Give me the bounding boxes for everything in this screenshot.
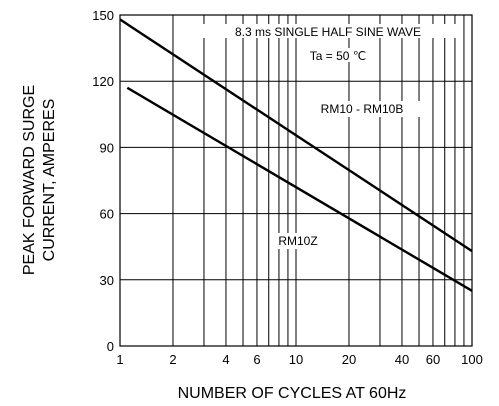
series-line — [126, 86, 473, 292]
annotation-backdrop-1 — [198, 24, 460, 38]
y-tick-label: 0 — [107, 339, 114, 354]
x-tick-labels: 1 2 4 6 10 20 40 60 100 — [116, 352, 482, 367]
x-tick-label: 100 — [461, 352, 483, 367]
series-label-backdrop-1 — [304, 101, 420, 117]
x-tick-label: 10 — [289, 352, 303, 367]
annotation-temperature: Ta = 50 ℃ — [310, 49, 367, 63]
y-axis-title-line-2: CURRENT, AMPERES — [41, 99, 58, 262]
y-tick-label: 60 — [100, 207, 114, 222]
series-label-rm10-rm10b: RM10 - RM10B — [321, 102, 404, 116]
y-tick-label: 90 — [100, 140, 114, 155]
y-tick-label: 150 — [92, 8, 114, 23]
y-tick-label: 30 — [100, 273, 114, 288]
x-axis-title: NUMBER OF CYCLES AT 60Hz — [178, 385, 407, 402]
x-tick-label: 40 — [395, 352, 409, 367]
y-axis-title-line-1: PEAK FORWARD SURGE — [21, 85, 38, 275]
x-tick-label: 20 — [342, 352, 356, 367]
y-tick-label: 120 — [92, 74, 114, 89]
x-tick-label: 1 — [116, 352, 123, 367]
series-label-backdrop-2 — [273, 233, 323, 249]
x-tick-label: 6 — [253, 352, 260, 367]
y-tick-labels: 0 30 60 90 120 150 — [92, 8, 114, 354]
x-tick-label: 2 — [169, 352, 176, 367]
series-line — [119, 18, 473, 253]
plot-frame — [119, 14, 473, 347]
series-label-rm10z: RM10Z — [278, 234, 317, 248]
grid — [119, 14, 473, 347]
series-layer — [119, 18, 473, 292]
x-tick-label: 4 — [222, 352, 229, 367]
x-tick-label: 60 — [426, 352, 440, 367]
annotation-backdrop-2 — [298, 48, 378, 62]
annotation-condition: 8.3 ms SINGLE HALF SINE WAVE — [235, 25, 421, 39]
